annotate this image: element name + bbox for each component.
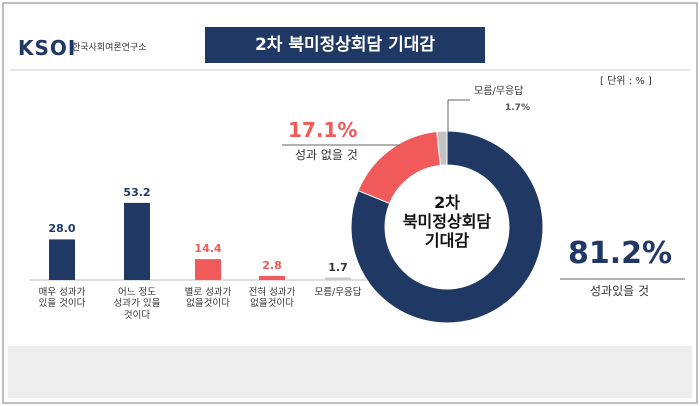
- footer-box: [8, 346, 692, 398]
- category-label: 별로 성과가 없을것이다: [184, 287, 232, 310]
- title-box: [205, 27, 485, 63]
- center-label: 2차 북미정상회담 기대감: [402, 193, 492, 251]
- pie-slice: [350, 130, 544, 324]
- category-label: 성과있을 것: [590, 284, 650, 298]
- category-label: 모름/무응답: [314, 287, 362, 298]
- pie-slice: [436, 130, 448, 166]
- value-label: 14.4: [194, 242, 222, 256]
- bar: [49, 239, 75, 280]
- logo: KSOI: [18, 36, 77, 60]
- value-label: 17.1%: [288, 118, 358, 142]
- value-label: 28.0: [48, 222, 76, 236]
- value-label: 1.7: [328, 260, 348, 274]
- bar: [325, 277, 351, 280]
- category-label: 매우 성과가 있을 것이다: [38, 287, 86, 310]
- value-label: 53.2: [123, 185, 151, 199]
- category-label: 성과 없을 것: [295, 148, 358, 162]
- title: 2차 북미정상회담 기대감: [254, 35, 436, 55]
- value-label: 1.7%: [505, 103, 530, 113]
- bar: [259, 275, 285, 280]
- category-label: 어느 정도 성과가 있을 것이다: [113, 287, 161, 321]
- unit: [ 단위 : % ]: [600, 76, 652, 87]
- bar: [124, 202, 150, 280]
- bar: [195, 259, 221, 280]
- category-label: 전혀 성과가 없을것이다: [248, 287, 296, 310]
- value-label: 81.2%: [568, 236, 673, 271]
- value-label: 2.8: [262, 258, 282, 272]
- category-label: 모름/무응답: [474, 86, 524, 97]
- org-name: 한국사회여론연구소: [72, 43, 147, 53]
